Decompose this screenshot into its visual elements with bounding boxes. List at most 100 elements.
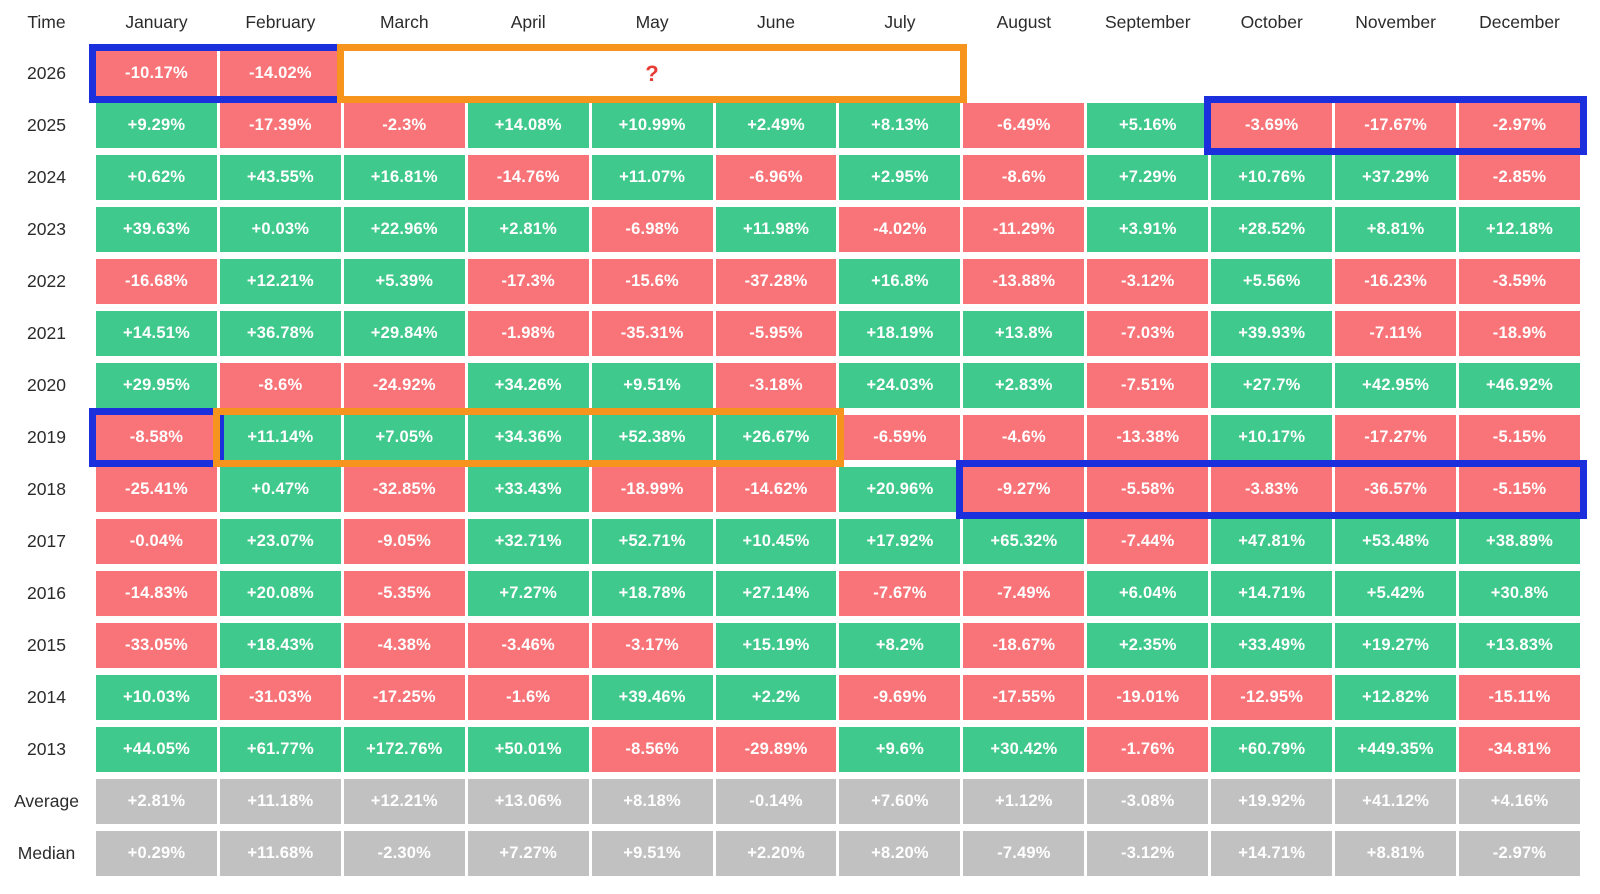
row-label-2017: 2017 <box>27 531 66 551</box>
return-cell: +30.8% <box>1459 571 1580 616</box>
return-cell: +14.08% <box>467 103 589 148</box>
empty-cell <box>344 51 465 96</box>
return-cell: -14.76% <box>467 155 589 200</box>
row-label-2015: 2015 <box>27 635 66 655</box>
row-label-2020: 2020 <box>27 375 66 395</box>
return-cell: +20.08% <box>219 571 341 616</box>
column-header-june: June <box>757 11 795 32</box>
return-cell: -14.02% <box>219 51 341 96</box>
return-cell: -6.59% <box>839 415 961 460</box>
return-cell: -5.15% <box>1459 467 1580 512</box>
empty-cell <box>839 51 960 96</box>
return-cell: +23.07% <box>219 519 341 564</box>
column-header-march: March <box>379 11 429 32</box>
return-cell: -11.29% <box>963 207 1085 252</box>
row-label-2022: 2022 <box>27 271 66 291</box>
return-cell: -5.35% <box>343 571 465 616</box>
return-cell: -3.12% <box>1087 831 1209 876</box>
return-cell: -12.95% <box>1211 675 1333 720</box>
return-cell: +8.81% <box>1335 831 1457 876</box>
column-header-november: November <box>1355 11 1436 32</box>
return-cell: +13.8% <box>963 311 1085 356</box>
return-cell: +50.01% <box>467 727 589 772</box>
return-cell: +37.29% <box>1335 155 1457 200</box>
return-cell: +11.68% <box>219 831 341 876</box>
return-cell: -6.49% <box>963 103 1085 148</box>
return-cell: +172.76% <box>343 727 465 772</box>
return-cell: +26.67% <box>715 415 837 460</box>
return-cell: +0.62% <box>96 155 217 200</box>
return-cell: -7.67% <box>839 571 961 616</box>
return-cell: -5.95% <box>715 311 837 356</box>
empty-cell <box>1459 51 1580 96</box>
return-cell: +0.03% <box>219 207 341 252</box>
return-cell: -8.56% <box>591 727 713 772</box>
return-cell: +2.2% <box>715 675 837 720</box>
return-cell: +8.2% <box>839 623 961 668</box>
return-cell: +16.81% <box>343 155 465 200</box>
row-label-2013: 2013 <box>27 739 66 759</box>
return-cell: +28.52% <box>1211 207 1333 252</box>
return-cell: +43.55% <box>219 155 341 200</box>
column-header-july: July <box>884 11 916 32</box>
row-label-2014: 2014 <box>27 687 66 707</box>
return-cell: -3.83% <box>1211 467 1333 512</box>
return-cell: -2.85% <box>1459 155 1580 200</box>
return-cell: +8.81% <box>1335 207 1457 252</box>
column-header-april: April <box>510 11 546 32</box>
return-cell: -13.88% <box>963 259 1085 304</box>
return-cell: -8.6% <box>219 363 341 408</box>
return-cell: -15.11% <box>1459 675 1580 720</box>
return-cell: -7.49% <box>963 831 1085 876</box>
return-cell: -24.92% <box>343 363 465 408</box>
return-cell: +34.26% <box>467 363 589 408</box>
return-cell: -3.17% <box>591 623 713 668</box>
return-cell: +12.18% <box>1459 207 1580 252</box>
row-label-average: Average <box>14 791 79 811</box>
return-cell: -1.6% <box>467 675 589 720</box>
return-cell: +18.43% <box>219 623 341 668</box>
return-cell: +14.71% <box>1211 571 1333 616</box>
return-cell: +2.83% <box>963 363 1085 408</box>
returns-grid: Time January February March April May June July… <box>14 11 1587 876</box>
return-cell: -17.67% <box>1335 103 1457 148</box>
return-cell: +12.82% <box>1335 675 1457 720</box>
empty-cell <box>592 51 713 96</box>
empty-cell <box>716 51 837 96</box>
return-cell: -15.6% <box>591 259 713 304</box>
return-cell: -7.03% <box>1087 311 1209 356</box>
return-cell: +41.12% <box>1335 779 1457 824</box>
empty-cell <box>1087 51 1208 96</box>
return-cell: -3.59% <box>1459 259 1580 304</box>
return-cell: -6.96% <box>715 155 837 200</box>
return-cell: +42.95% <box>1335 363 1457 408</box>
column-header-december: December <box>1479 11 1560 32</box>
empty-cell <box>1211 51 1332 96</box>
return-cell: -7.11% <box>1335 311 1457 356</box>
return-cell: -2.3% <box>343 103 465 148</box>
return-cell: -17.27% <box>1335 415 1457 460</box>
return-cell: -16.23% <box>1335 259 1457 304</box>
return-cell: -17.25% <box>343 675 465 720</box>
return-cell: +2.81% <box>467 207 589 252</box>
return-cell: +38.89% <box>1459 519 1580 564</box>
return-cell: +5.16% <box>1087 103 1209 148</box>
return-cell: +7.05% <box>343 415 465 460</box>
return-cell: +24.03% <box>839 363 961 408</box>
column-header-february: February <box>245 11 316 32</box>
return-cell: -9.05% <box>343 519 465 564</box>
return-cell: -5.15% <box>1459 415 1580 460</box>
column-header-september: September <box>1104 11 1191 32</box>
return-cell: +2.81% <box>96 779 217 824</box>
return-cell: +29.95% <box>96 363 217 408</box>
return-cell: -18.99% <box>591 467 713 512</box>
return-cell: +27.14% <box>715 571 837 616</box>
return-cell: -25.41% <box>96 467 217 512</box>
return-cell: +8.13% <box>839 103 961 148</box>
row-label-2016: 2016 <box>27 583 66 603</box>
return-cell: +52.71% <box>591 519 713 564</box>
return-cell: +52.38% <box>591 415 713 460</box>
return-cell: +10.03% <box>96 675 217 720</box>
return-cell: -32.85% <box>343 467 465 512</box>
return-cell: -37.28% <box>715 259 837 304</box>
